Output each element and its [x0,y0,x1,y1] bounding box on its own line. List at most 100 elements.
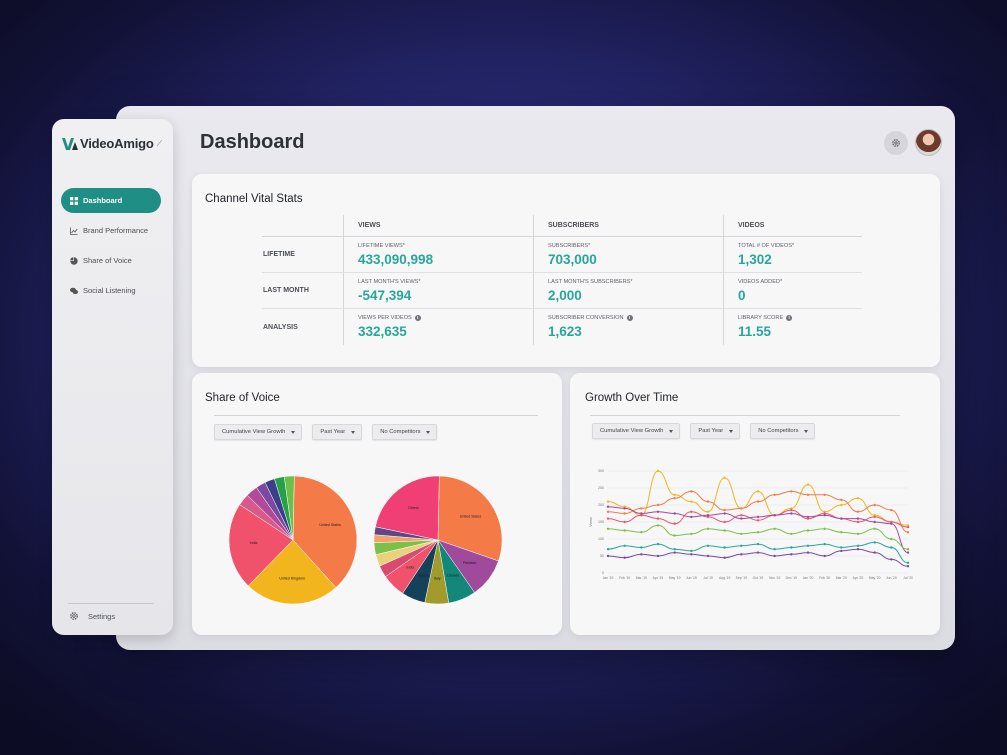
data-point[interactable] [756,551,760,554]
metric-dropdown[interactable]: Cumulative View Growth [214,424,303,440]
data-point[interactable] [740,544,743,547]
data-point[interactable] [623,512,626,515]
data-point[interactable] [790,508,793,512]
data-point[interactable] [673,497,676,500]
data-point[interactable] [873,515,876,519]
user-avatar[interactable] [915,129,942,156]
pie-slice[interactable] [247,539,337,605]
data-point[interactable] [706,500,710,503]
data-point[interactable] [706,544,710,547]
data-point[interactable] [756,515,760,519]
pie-slice[interactable] [375,475,440,541]
data-point[interactable] [690,515,693,519]
data-point[interactable] [756,500,760,503]
data-point[interactable] [806,551,810,554]
data-point[interactable] [640,546,643,549]
data-point[interactable] [656,503,660,507]
data-point[interactable] [906,525,910,529]
data-point[interactable] [840,531,843,534]
data-point[interactable] [740,517,743,520]
data-point[interactable] [723,520,726,524]
data-point[interactable] [723,546,726,549]
data-point[interactable] [656,524,660,527]
brand-logo[interactable]: VideoAmigo ⟋ [62,136,162,151]
data-point[interactable] [773,514,776,517]
data-point[interactable] [890,537,893,541]
data-point[interactable] [606,548,610,551]
data-point[interactable] [606,554,610,558]
data-point[interactable] [606,500,610,503]
series-line[interactable] [607,509,909,528]
data-point[interactable] [823,542,826,546]
info-icon[interactable]: i [414,315,421,321]
pie-slice[interactable] [228,504,294,587]
data-point[interactable] [690,553,693,556]
period-dropdown[interactable]: Past Year [312,424,363,440]
data-point[interactable] [706,514,710,517]
data-point[interactable] [790,532,793,536]
data-point[interactable] [873,527,876,530]
data-point[interactable] [806,544,810,547]
data-point[interactable] [723,529,726,532]
data-point[interactable] [840,498,843,502]
data-point[interactable] [906,551,910,554]
data-point[interactable] [823,510,826,513]
data-point[interactable] [740,514,743,517]
data-point[interactable] [906,531,910,534]
data-point[interactable] [706,515,710,519]
data-point[interactable] [856,497,860,500]
data-point[interactable] [740,507,743,510]
data-point[interactable] [706,510,710,513]
data-point[interactable] [623,556,626,559]
data-point[interactable] [606,505,610,508]
data-point[interactable] [690,490,693,493]
sidebar-item-settings[interactable]: Settings [69,611,115,621]
data-point[interactable] [673,551,676,554]
data-point[interactable] [856,510,860,513]
data-point[interactable] [823,554,826,558]
data-point[interactable] [806,515,810,519]
data-point[interactable] [606,517,610,520]
data-point[interactable] [873,514,876,517]
data-point[interactable] [906,561,910,564]
data-point[interactable] [890,508,893,512]
data-point[interactable] [806,517,810,520]
data-point[interactable] [790,507,793,510]
period-dropdown[interactable]: Past Year [690,423,741,439]
sidebar-item-brand-performance[interactable]: Brand Performance [61,218,161,243]
settings-button[interactable] [884,131,908,155]
competitors-dropdown[interactable]: No Competitors [750,423,816,439]
pie-slice[interactable] [437,475,503,562]
data-point[interactable] [740,532,743,536]
data-point[interactable] [723,556,726,559]
data-point[interactable] [623,505,626,508]
data-point[interactable] [806,493,810,496]
data-point[interactable] [723,512,726,515]
data-point[interactable] [773,548,776,551]
data-point[interactable] [906,548,910,551]
data-point[interactable] [673,493,676,496]
data-point[interactable] [856,517,860,520]
data-point[interactable] [756,519,760,522]
data-point[interactable] [890,558,893,561]
data-point[interactable] [640,512,643,515]
data-point[interactable] [906,524,910,527]
data-point[interactable] [756,542,760,546]
data-point[interactable] [823,527,826,530]
series-line[interactable] [607,506,909,554]
data-point[interactable] [673,522,676,525]
data-point[interactable] [690,532,693,536]
data-point[interactable] [723,508,726,512]
data-point[interactable] [773,493,776,496]
data-point[interactable] [706,527,710,530]
data-point[interactable] [656,542,660,546]
data-point[interactable] [840,546,843,549]
pie-slice[interactable] [292,475,358,588]
data-point[interactable] [656,517,660,520]
data-point[interactable] [690,549,693,553]
data-point[interactable] [623,544,626,547]
data-point[interactable] [856,532,860,536]
data-point[interactable] [873,503,876,507]
data-point[interactable] [640,553,643,556]
data-point[interactable] [690,510,693,513]
